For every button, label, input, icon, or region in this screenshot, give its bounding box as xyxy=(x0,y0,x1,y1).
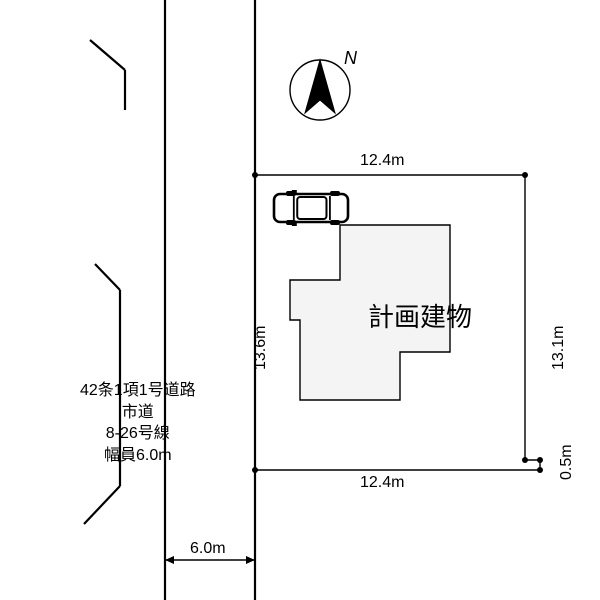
dim-bottom: 12.4m xyxy=(360,474,404,492)
plan-svg xyxy=(0,0,600,600)
dim-road-width: 6.0m xyxy=(190,540,226,558)
road-description: 42条1項1号道路市道8-26号線幅員6.0m xyxy=(80,380,196,466)
dim-top: 12.4m xyxy=(360,152,404,170)
dim-right: 13.1m xyxy=(550,326,568,370)
site-plan: { "canvas": { "w": 600, "h": 600, "bg": … xyxy=(0,0,600,600)
north-label: N xyxy=(344,48,357,69)
dim-left: 13.6m xyxy=(252,326,270,370)
dim-jog: 0.5m xyxy=(558,444,576,480)
building-label: 計画建物 xyxy=(368,297,472,334)
